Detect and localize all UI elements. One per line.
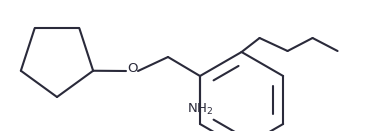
Text: O: O xyxy=(127,62,137,75)
Text: NH$_2$: NH$_2$ xyxy=(187,102,213,117)
